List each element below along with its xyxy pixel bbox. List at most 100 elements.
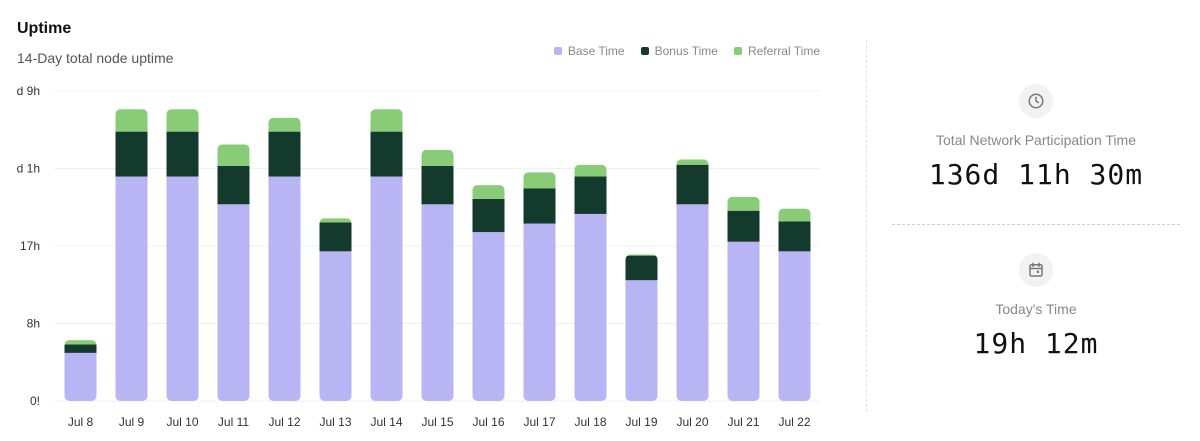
stat-divider (892, 224, 1180, 225)
bar-group[interactable] (676, 159, 709, 401)
today-time-stat: Today's Time 19h 12m (892, 253, 1180, 360)
bar-segment-referral[interactable] (319, 218, 352, 223)
x-tick-label: Jul 17 (523, 415, 555, 429)
x-tick-label: Jul 14 (370, 415, 402, 429)
bar-segment-base[interactable] (676, 204, 709, 401)
chart-legend: Base Time Bonus Time Referral Time (553, 44, 820, 58)
bar-segment-referral[interactable] (574, 164, 607, 177)
x-tick-label: Jul 20 (676, 415, 708, 429)
bar-segment-referral[interactable] (370, 109, 403, 132)
total-time-label: Total Network Participation Time (936, 132, 1136, 148)
bar-group[interactable] (778, 208, 811, 401)
bar-group[interactable] (217, 144, 250, 401)
legend-label-bonus: Bonus Time (654, 44, 718, 58)
bar-segment-referral[interactable] (217, 144, 250, 166)
total-time-value: 136d 11h 30m (928, 158, 1144, 191)
x-tick-label: Jul 12 (268, 415, 300, 429)
bar-segment-base[interactable] (523, 223, 556, 401)
bar-segment-bonus[interactable] (115, 131, 148, 177)
bar-segment-bonus[interactable] (421, 165, 454, 205)
bar-segment-base[interactable] (778, 251, 811, 401)
bar-segment-base[interactable] (268, 176, 301, 401)
x-tick-label: Jul 13 (319, 415, 351, 429)
bar-group[interactable] (268, 117, 301, 401)
bar-group[interactable] (370, 109, 403, 401)
bar-segment-bonus[interactable] (625, 255, 658, 281)
legend-swatch-bonus (640, 47, 649, 55)
bar-segment-base[interactable] (64, 352, 97, 401)
today-time-label: Today's Time (995, 301, 1077, 317)
bar-segment-bonus[interactable] (319, 222, 352, 252)
bar-segment-referral[interactable] (523, 172, 556, 189)
bar-segment-bonus[interactable] (64, 344, 97, 353)
bar-segment-referral[interactable] (115, 109, 148, 132)
y-tick-label: 0! (30, 394, 40, 408)
bar-segment-base[interactable] (574, 213, 607, 401)
bar-segment-base[interactable] (217, 204, 250, 401)
bar-segment-base[interactable] (166, 176, 199, 401)
legend-item-bonus[interactable]: Bonus Time (640, 44, 718, 58)
bar-segment-bonus[interactable] (472, 198, 505, 233)
legend-item-base[interactable]: Base Time (553, 44, 625, 58)
bar-segment-referral[interactable] (778, 208, 811, 222)
bar-segment-bonus[interactable] (523, 188, 556, 224)
bar-group[interactable] (625, 254, 658, 401)
panel-divider (866, 40, 867, 412)
bar-group[interactable] (472, 185, 505, 401)
x-tick-label: Jul 16 (472, 415, 504, 429)
bar-segment-referral[interactable] (166, 109, 199, 132)
bar-segment-base[interactable] (625, 280, 658, 401)
bar-segment-bonus[interactable] (217, 165, 250, 205)
bar-segment-base[interactable] (421, 204, 454, 401)
bar-segment-referral[interactable] (268, 117, 301, 132)
bar-group[interactable] (574, 164, 607, 401)
bar-segment-bonus[interactable] (778, 221, 811, 252)
legend-item-referral[interactable]: Referral Time (733, 44, 820, 58)
bar-segment-referral[interactable] (727, 196, 760, 211)
x-tick-label: Jul 11 (218, 415, 249, 429)
bar-segment-base[interactable] (472, 232, 505, 401)
y-tick-label: d 1h (17, 162, 40, 176)
legend-swatch-base (553, 47, 562, 55)
chart-subtitle: 14-Day total node uptime (17, 50, 174, 66)
x-tick-label: Jul 19 (625, 415, 657, 429)
bar-group[interactable] (64, 340, 97, 401)
bar-group[interactable] (166, 109, 199, 401)
legend-label-referral: Referral Time (747, 44, 820, 58)
bar-segment-bonus[interactable] (727, 210, 760, 242)
bar-group[interactable] (319, 218, 352, 401)
y-tick-label: 17h (20, 239, 40, 253)
x-tick-label: Jul 21 (727, 415, 759, 429)
y-tick-label: 8h (27, 317, 40, 331)
bar-group[interactable] (523, 172, 556, 401)
bar-segment-referral[interactable] (421, 149, 454, 166)
total-time-stat: Total Network Participation Time 136d 11… (892, 84, 1180, 191)
bar-group[interactable] (727, 196, 760, 401)
calendar-icon (1019, 253, 1053, 287)
bar-segment-bonus[interactable] (676, 164, 709, 205)
legend-swatch-referral (733, 47, 742, 55)
bar-segment-base[interactable] (370, 176, 403, 401)
y-tick-label: d 9h (17, 84, 40, 98)
clock-icon (1019, 84, 1053, 118)
bar-segment-bonus[interactable] (370, 131, 403, 177)
x-tick-label: Jul 8 (68, 415, 94, 429)
bar-segment-referral[interactable] (64, 340, 97, 345)
bar-segment-referral[interactable] (472, 185, 505, 199)
x-tick-label: Jul 22 (778, 415, 810, 429)
bar-segment-bonus[interactable] (166, 131, 199, 177)
bar-segment-bonus[interactable] (574, 176, 607, 214)
bar-segment-base[interactable] (727, 241, 760, 401)
bar-segment-referral[interactable] (676, 159, 709, 165)
bar-group[interactable] (115, 109, 148, 401)
x-tick-label: Jul 9 (119, 415, 145, 429)
bar-segment-base[interactable] (115, 176, 148, 401)
x-tick-label: Jul 18 (574, 415, 606, 429)
chart-title: Uptime (17, 20, 72, 37)
bar-segment-bonus[interactable] (268, 131, 301, 177)
bar-segment-base[interactable] (319, 251, 352, 401)
bar-group[interactable] (421, 149, 454, 401)
bar-segment-referral[interactable] (625, 254, 658, 256)
legend-label-base: Base Time (567, 44, 625, 58)
today-time-value: 19h 12m (973, 327, 1099, 360)
